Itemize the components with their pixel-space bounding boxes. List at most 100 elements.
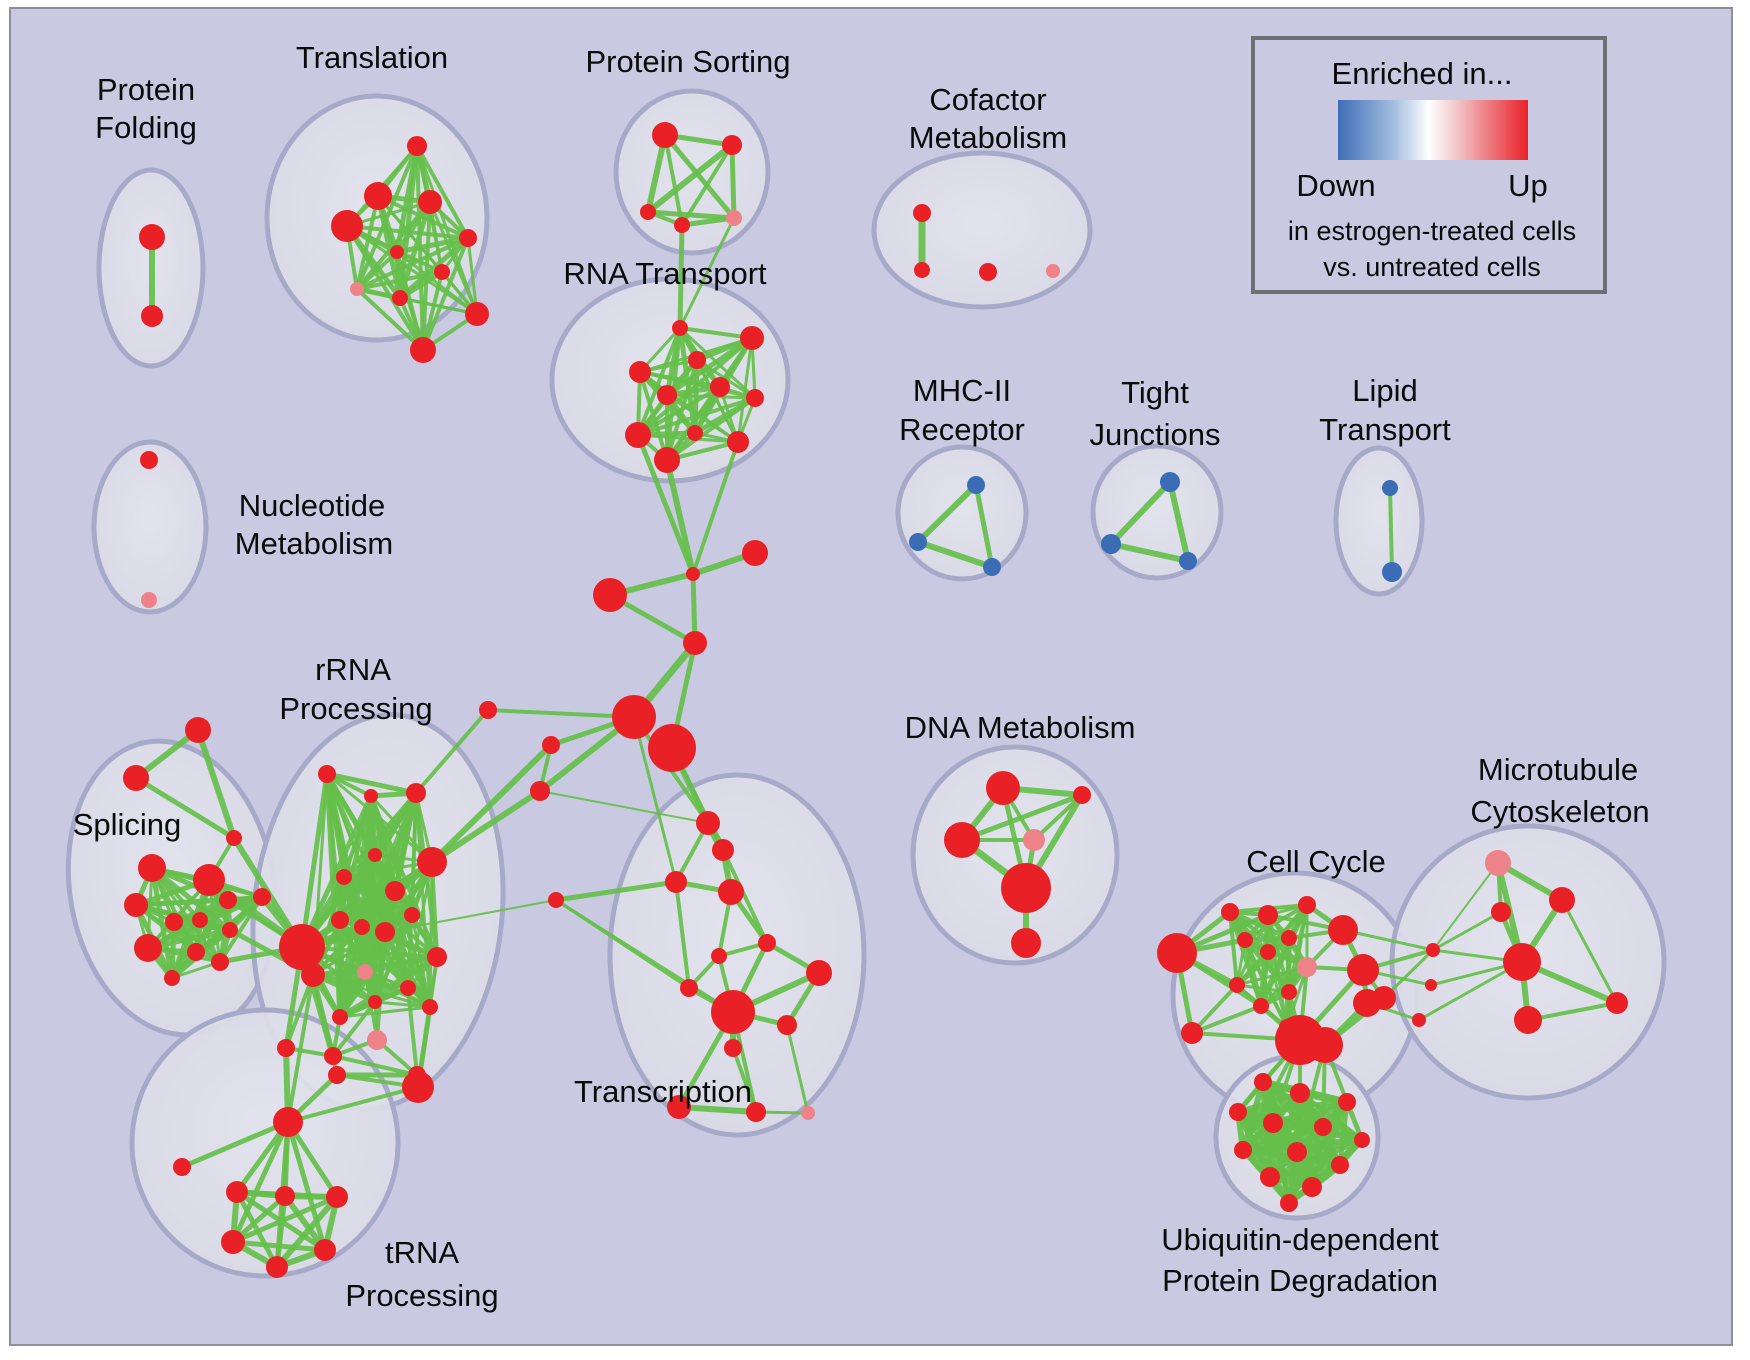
edge-cell-cycle [1234, 935, 1292, 988]
gene-set-node-translation [465, 302, 489, 326]
gene-set-node-connectors [226, 830, 242, 846]
gene-set-node-dna-metabolism [1023, 829, 1045, 851]
edge-protein-sorting [663, 133, 684, 227]
gene-set-node-rrna-processing [364, 789, 378, 803]
gene-set-node-tight-junctions [1160, 472, 1180, 492]
gene-set-node-splicing [193, 864, 225, 896]
gene-set-node-rrna-processing [400, 980, 416, 996]
edge-cell-cycle--ubiquitin-degradation [1295, 1043, 1327, 1154]
gene-set-node-splicing [222, 922, 238, 938]
edge-cell-cycle [1243, 903, 1309, 942]
edge-protein-sorting [680, 143, 734, 227]
gene-set-node-transcription [711, 990, 755, 1034]
gene-set-node-transcription [696, 811, 720, 835]
gene-set-node-translation [364, 182, 392, 210]
gene-set-node-rrna-processing [332, 1009, 348, 1025]
gene-set-node-rrna-processing [417, 847, 447, 877]
cluster-label-protein-sorting: Protein Sorting [585, 44, 790, 79]
gene-set-node-microtubule-cytoskeleton [1412, 1013, 1426, 1027]
cluster-label-rrna-processing: Processing [279, 691, 432, 726]
edge-transcription [554, 898, 735, 1014]
gene-set-node-translation [390, 245, 404, 259]
gene-set-node-cell-cycle [1298, 896, 1316, 914]
gene-set-node-microtubule-cytoskeleton [1514, 1006, 1542, 1034]
edge-rrna-processing [299, 793, 374, 950]
gene-set-node-nucleotide-metabolism [141, 592, 157, 608]
gene-set-node-protein-folding [139, 224, 165, 250]
cluster-label-transcription: Transcription [574, 1074, 752, 1109]
edge-rna-transport--connectors [664, 457, 696, 577]
gene-set-node-connectors [530, 781, 550, 801]
gene-set-node-trna-processing [221, 1230, 245, 1254]
gene-set-node-rrna-processing [368, 995, 382, 1009]
edge-cell-cycle [1235, 983, 1291, 994]
edge-rrna-processing [363, 970, 432, 1009]
gene-set-node-connectors [648, 724, 696, 772]
edge-dna-metabolism [959, 792, 1085, 843]
edge-trna-processing [274, 1193, 288, 1270]
legend-gradient-bar [1338, 100, 1528, 160]
gene-set-node-dna-metabolism [1011, 928, 1041, 958]
edge-ubiquitin-degradation [1235, 1099, 1350, 1115]
gene-set-node-microtubule-cytoskeleton [1491, 902, 1511, 922]
edge-translation [398, 296, 479, 316]
gene-set-node-cell-cycle [1279, 1019, 1295, 1035]
cluster-label-trna-processing: Processing [345, 1278, 498, 1313]
edge-rrna-processing--transcription [384, 899, 557, 933]
gene-set-node-cell-cycle [1221, 903, 1239, 921]
gene-set-node-transcription [724, 1039, 742, 1057]
gene-set-node-protein-sorting [726, 210, 742, 226]
legend-subtitle-line1: in estrogen-treated cells [1288, 216, 1576, 246]
edge-cell-cycle [1284, 935, 1292, 1030]
edge-rrna-processing [337, 969, 368, 1020]
edge-translation [421, 270, 444, 352]
gene-set-node-ubiquitin-degradation [1254, 1073, 1272, 1091]
gene-set-node-mhc-ii-receptor [983, 558, 1001, 576]
gene-set-node-protein-sorting [722, 135, 742, 155]
gene-set-node-transcription [667, 1095, 691, 1119]
gene-set-node-rrna-processing [357, 964, 373, 980]
gene-set-node-dna-metabolism [1001, 863, 1051, 913]
gene-set-node-rrna-processing [385, 881, 405, 901]
gene-set-node-rrna-processing [368, 848, 382, 862]
gene-set-node-splicing [124, 893, 148, 917]
gene-set-node-cell-cycle [1260, 944, 1276, 960]
edge-rna-transport [665, 393, 740, 444]
edge-mhc-ii-receptor [915, 539, 995, 570]
gene-set-node-microtubule-cytoskeleton [1426, 943, 1440, 957]
gene-set-node-cell-cycle [1237, 932, 1253, 948]
gene-set-node-rna-transport [687, 425, 703, 441]
network-nodes-layer [123, 122, 1628, 1278]
gene-set-node-connectors [479, 701, 497, 719]
gene-set-node-rna-transport [657, 385, 677, 405]
cluster-ellipse-nucleotide-metabolism [91, 439, 209, 615]
gene-set-node-lipid-transport [1382, 562, 1402, 582]
gene-set-node-cofactor-metabolism [1046, 264, 1060, 278]
gene-set-node-cell-cycle [1297, 957, 1317, 977]
gene-set-node-transcription [680, 979, 698, 997]
edge-rrna-processing [331, 1054, 419, 1077]
edge-rna-transport [678, 326, 754, 340]
edge-protein-sorting [645, 142, 735, 215]
edge-connectors--transcription [539, 790, 709, 824]
gene-set-node-rrna-processing [427, 947, 447, 967]
gene-set-node-protein-sorting [640, 204, 656, 220]
gene-set-node-trna-processing [314, 1239, 336, 1261]
edge-rrna-processing [337, 954, 440, 1020]
edge-trna-processing [230, 1239, 328, 1253]
gene-set-node-rrna-processing [336, 869, 352, 885]
gene-set-node-translation [410, 337, 436, 363]
gene-set-node-transcription [806, 960, 832, 986]
gene-set-node-rrna-processing [375, 922, 395, 942]
gene-set-node-translation [434, 264, 450, 280]
edge-trna-processing [274, 1194, 340, 1270]
cluster-label-cofactor-metabolism: Cofactor [929, 82, 1046, 117]
edge-rna-transport [638, 370, 757, 400]
gene-set-node-rrna-processing [404, 907, 420, 923]
edge-connectors [486, 708, 636, 719]
gene-set-node-microtubule-cytoskeleton [1503, 943, 1541, 981]
gene-set-node-ubiquitin-degradation [1287, 1142, 1307, 1162]
gene-set-node-microtubule-cytoskeleton [1485, 850, 1511, 876]
edge-translation [355, 250, 399, 291]
